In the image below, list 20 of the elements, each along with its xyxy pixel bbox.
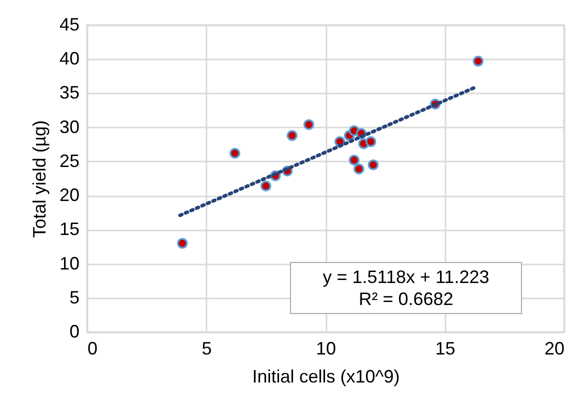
x-tick-label: 0 [88,338,98,358]
x-tick-label: 10 [316,338,336,358]
x-axis-title: Initial cells (x10^9) [252,366,400,386]
x-tick-label: 5 [202,338,212,358]
annotation: y = 1.5118x + 11.223 [322,266,490,288]
y-tick-label: 10 [59,253,80,274]
equation-box: y = 1.5118x + 11.223 R² = 0.6682 [290,262,522,314]
y-tick-label: 35 [59,82,80,103]
x-tick-label: 20 [544,338,564,358]
annotation: R² = 0.6682 [358,288,454,310]
x-tick-label: 15 [435,338,456,358]
y-tick-label: 25 [59,150,80,171]
y-tick-label: 20 [59,185,80,206]
y-tick-label: 0 [69,322,80,342]
y-axis-title: Total yield (µg) [29,120,50,238]
y-tick-label: 40 [59,48,80,69]
y-tick-label: 30 [59,116,80,137]
y-tick-label: 45 [59,14,80,34]
y-tick-label: 5 [69,287,80,308]
y-tick-label: 15 [59,219,80,240]
